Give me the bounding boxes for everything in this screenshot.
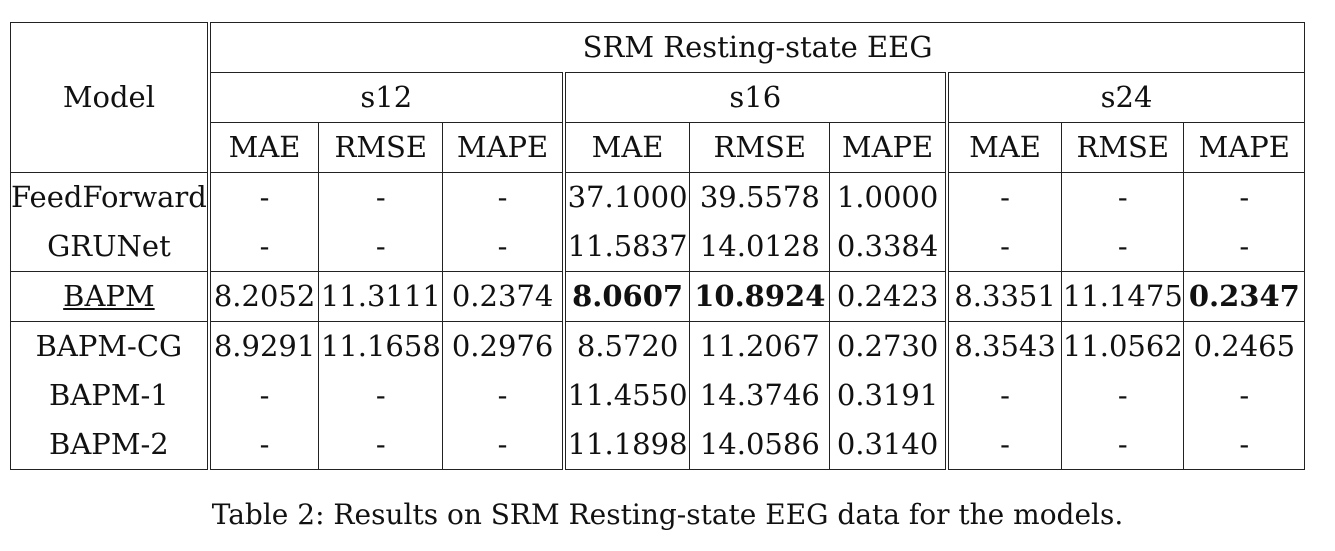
table-cell: 8.0607	[563, 271, 691, 322]
table-cell: -	[442, 172, 566, 222]
model-name: FeedForward	[9, 172, 211, 222]
table-caption: Table 2: Results on SRM Resting-state EE…	[211, 498, 1124, 531]
metric-header-s12-rmse: RMSE	[318, 122, 444, 173]
table-cell: 0.2976	[442, 321, 566, 371]
table-cell: 10.8924	[689, 271, 831, 322]
table-row-bapm-2: BAPM-2 - - - 11.1898 14.0586 0.3140 - - …	[9, 420, 1306, 470]
table-cell: -	[1061, 222, 1185, 272]
table-cell: 11.1475	[1061, 271, 1185, 322]
table-cell: -	[442, 420, 566, 470]
table-cell: -	[946, 371, 1063, 420]
header-row-subsets: s12 s16 s24	[11, 72, 1306, 123]
table-cell: 0.2423	[829, 271, 949, 322]
table-cell: 8.9291	[208, 321, 320, 371]
model-name: BAPM-1	[9, 371, 211, 420]
metric-header-s16-rmse: RMSE	[689, 122, 831, 173]
table-cell: 14.0586	[689, 420, 831, 470]
table-row-bapm: BAPM 8.2052 11.3111 0.2374 8.0607 10.892…	[9, 271, 1306, 322]
model-column-header: Model	[9, 22, 211, 173]
metric-header-s12-mape: MAPE	[442, 122, 566, 173]
table-cell: 8.5720	[563, 321, 691, 371]
table-cell: 11.5837	[563, 222, 691, 272]
table-row-bapm-cg: BAPM-CG 8.9291 11.1658 0.2976 8.5720 11.…	[9, 321, 1306, 371]
subset-header-s24: s24	[946, 72, 1306, 123]
table-cell: 8.3543	[946, 321, 1063, 371]
table-cell: -	[1183, 172, 1306, 222]
table-cell: -	[208, 172, 320, 222]
table-cell: 39.5578	[689, 172, 831, 222]
metric-header-s16-mape: MAPE	[829, 122, 949, 173]
table-cell: -	[318, 172, 444, 222]
table-cell: -	[318, 222, 444, 272]
table-cell: -	[1183, 420, 1306, 470]
table-cell: -	[1061, 420, 1185, 470]
model-name: GRUNet	[9, 222, 211, 272]
table-cell: 11.1658	[318, 321, 444, 371]
table-cell: -	[442, 371, 566, 420]
table-cell: 1.0000	[829, 172, 949, 222]
table-cell: 0.2465	[1183, 321, 1306, 371]
table-row-grunet: GRUNet - - - 11.5837 14.0128 0.3384 - - …	[9, 222, 1306, 272]
table-cell: 0.2347	[1183, 271, 1306, 322]
table-cell: 11.4550	[563, 371, 691, 420]
subset-header-s16: s16	[563, 72, 949, 123]
table-cell: -	[442, 222, 566, 272]
model-name: BAPM-2	[9, 420, 211, 470]
table-cell: -	[1061, 172, 1185, 222]
table-cell: 8.2052	[208, 271, 320, 322]
metric-header-s24-mae: MAE	[946, 122, 1063, 173]
table-cell: -	[946, 222, 1063, 272]
table-cell: -	[1061, 371, 1185, 420]
table-cell: 11.0562	[1061, 321, 1185, 371]
dataset-header: SRM Resting-state EEG	[208, 22, 1306, 73]
table-cell: -	[1183, 371, 1306, 420]
table-cell: -	[208, 371, 320, 420]
table-cell: 11.3111	[318, 271, 444, 322]
table-cell: 0.3140	[829, 420, 949, 470]
table-cell: 0.3191	[829, 371, 949, 420]
subset-header-s12: s12	[208, 72, 566, 123]
table-row-feedforward: FeedForward - - - 37.1000 39.5578 1.0000…	[9, 172, 1306, 222]
metric-header-s16-mae: MAE	[563, 122, 691, 173]
table-cell: -	[318, 371, 444, 420]
table-cell: -	[208, 420, 320, 470]
table-cell: 0.2374	[442, 271, 566, 322]
table-cell: 11.2067	[689, 321, 831, 371]
table-cell: -	[946, 172, 1063, 222]
metric-header-s24-rmse: RMSE	[1061, 122, 1185, 173]
table-cell: -	[208, 222, 320, 272]
header-row-metrics: MAE RMSE MAPE MAE RMSE MAPE MAE RMSE MAP…	[11, 122, 1306, 173]
table-cell: 14.3746	[689, 371, 831, 420]
table-cell: 37.1000	[563, 172, 691, 222]
model-name: BAPM-CG	[9, 321, 211, 371]
table-cell: 0.3384	[829, 222, 949, 272]
table-cell: -	[946, 420, 1063, 470]
table-cell: 0.2730	[829, 321, 949, 371]
results-table: Model SRM Resting-state EEG s12 s16 s24 …	[9, 22, 1306, 470]
model-name: BAPM	[9, 271, 211, 322]
table-cell: -	[1183, 222, 1306, 272]
table-cell: 14.0128	[689, 222, 831, 272]
header-row-dataset: Model SRM Resting-state EEG	[9, 22, 1306, 173]
metric-header-s12-mae: MAE	[208, 122, 320, 173]
table-row-bapm-1: BAPM-1 - - - 11.4550 14.3746 0.3191 - - …	[9, 371, 1306, 420]
table-cell: 11.1898	[563, 420, 691, 470]
table-cell: 8.3351	[946, 271, 1063, 322]
metric-header-s24-mape: MAPE	[1183, 122, 1306, 173]
table-cell: -	[318, 420, 444, 470]
